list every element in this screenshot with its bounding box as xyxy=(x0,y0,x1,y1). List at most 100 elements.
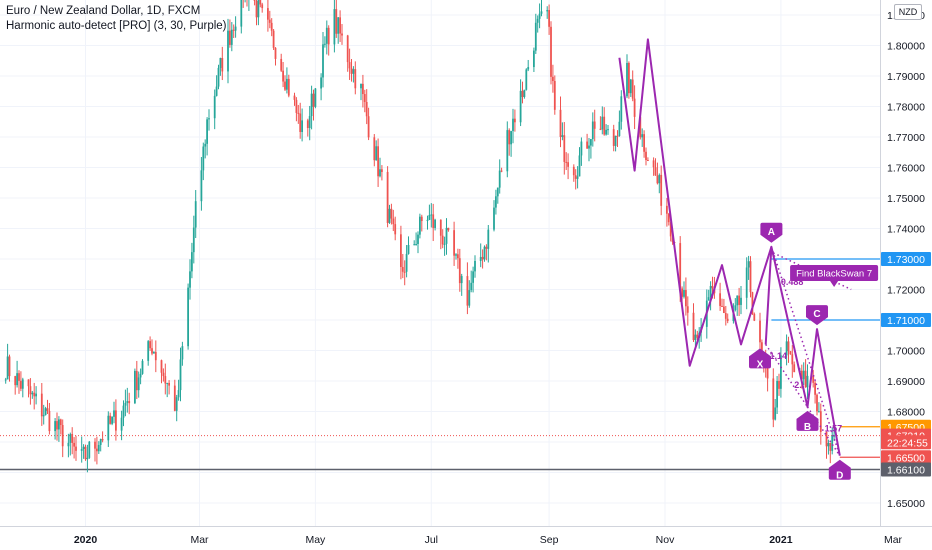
candle-body xyxy=(470,282,473,291)
candle-body xyxy=(599,128,602,130)
candle-body xyxy=(523,89,526,97)
find-blackswan-callout[interactable]: Find BlackSwan 7 xyxy=(790,265,879,288)
candle-body xyxy=(16,373,18,386)
candle-body xyxy=(293,95,296,100)
candle-body xyxy=(816,394,818,412)
candle-body xyxy=(202,146,205,171)
candle-body xyxy=(647,160,649,162)
candle-body xyxy=(685,290,687,307)
candle-body xyxy=(772,378,775,420)
candle-body xyxy=(333,9,336,45)
candle-body xyxy=(346,35,349,63)
candle-body xyxy=(559,109,562,137)
candle-body xyxy=(527,67,530,70)
candle-body xyxy=(574,175,577,179)
price-tick-label: 1.65000 xyxy=(887,498,925,510)
pattern-label-text: B xyxy=(804,422,811,433)
candle-body xyxy=(314,88,317,107)
candle-body xyxy=(496,187,499,197)
candle-body xyxy=(115,410,117,431)
candle-body xyxy=(401,266,404,272)
pattern-label-text: D xyxy=(836,471,843,482)
pattern-label-bg xyxy=(828,459,851,480)
candle-body xyxy=(73,442,75,447)
chart-legend[interactable]: Euro / New Zealand Dollar, 1D, FXCM Harm… xyxy=(6,4,227,34)
candle-body xyxy=(8,356,11,377)
candle-body xyxy=(827,442,830,447)
candle-body xyxy=(525,69,528,90)
countdown-text: 22:24:55 xyxy=(887,437,928,449)
candle-body xyxy=(740,297,742,305)
callout-text: Find BlackSwan 7 xyxy=(796,269,872,280)
candle-body xyxy=(217,67,220,87)
candle-body xyxy=(59,419,62,426)
candle-body xyxy=(253,0,256,2)
candle-body xyxy=(633,98,636,117)
candle-body xyxy=(299,113,302,132)
candle-body xyxy=(812,375,815,383)
candle-body xyxy=(287,78,290,96)
candle-body xyxy=(512,118,514,132)
candle-body xyxy=(388,208,391,223)
candle-body xyxy=(194,201,197,228)
candle-body xyxy=(189,271,191,288)
candle-body xyxy=(58,419,60,430)
pattern-label-c[interactable]: C xyxy=(806,305,828,326)
candle-body xyxy=(31,392,34,395)
candle-body xyxy=(325,27,328,44)
level-173000-text: 1.73000 xyxy=(887,254,925,266)
candle-body xyxy=(268,19,271,23)
candle-body xyxy=(227,30,229,72)
candle-body xyxy=(54,421,56,432)
candle-body xyxy=(204,143,207,147)
candle-body xyxy=(751,292,754,314)
candle-body xyxy=(164,376,167,384)
time-tick-label: 2020 xyxy=(74,534,98,546)
candle-body xyxy=(719,293,721,306)
candle-body xyxy=(829,442,832,451)
candle-body xyxy=(122,405,125,418)
candle-body xyxy=(175,397,178,411)
indicator-title[interactable]: Harmonic auto-detect [PRO] (3, 30, Purpl… xyxy=(6,20,227,32)
candle-body xyxy=(413,244,416,246)
candle-body xyxy=(80,448,83,451)
candle-body xyxy=(430,214,433,216)
candle-body xyxy=(738,295,740,305)
candle-body xyxy=(605,129,607,135)
candle-body xyxy=(802,370,805,380)
candle-body xyxy=(206,119,208,144)
candle-body xyxy=(721,305,723,307)
pattern-label-b[interactable]: B xyxy=(796,410,819,433)
candle-body xyxy=(240,0,243,27)
candle-body xyxy=(360,83,362,89)
candle-body xyxy=(179,359,182,391)
candle-body xyxy=(139,373,142,378)
candle-body xyxy=(612,129,615,146)
pattern-label-a[interactable]: A xyxy=(760,222,783,243)
candle-body xyxy=(734,305,737,311)
candle-body xyxy=(97,444,100,452)
candle-body xyxy=(639,116,642,138)
candle-body xyxy=(747,261,750,268)
candle-body xyxy=(426,219,429,222)
symbol-title[interactable]: Euro / New Zealand Dollar, 1D, FXCM xyxy=(6,5,201,17)
pattern-label-d[interactable]: D xyxy=(828,459,851,482)
currency-badge[interactable]: NZD xyxy=(894,4,922,20)
grid xyxy=(0,0,894,526)
candle-body xyxy=(474,260,476,272)
candle-body xyxy=(692,312,695,341)
candle-body xyxy=(553,81,556,110)
candle-body xyxy=(819,411,822,432)
candle-body xyxy=(696,334,699,338)
candle-body xyxy=(33,392,36,397)
candle-body xyxy=(394,224,397,235)
candle-body xyxy=(548,10,550,27)
candle-body xyxy=(498,170,501,188)
candle-body xyxy=(335,9,338,34)
pattern-label-x[interactable]: X xyxy=(749,348,771,370)
candle-body xyxy=(652,160,655,168)
candle-body xyxy=(113,410,115,417)
candle-body xyxy=(458,258,461,284)
